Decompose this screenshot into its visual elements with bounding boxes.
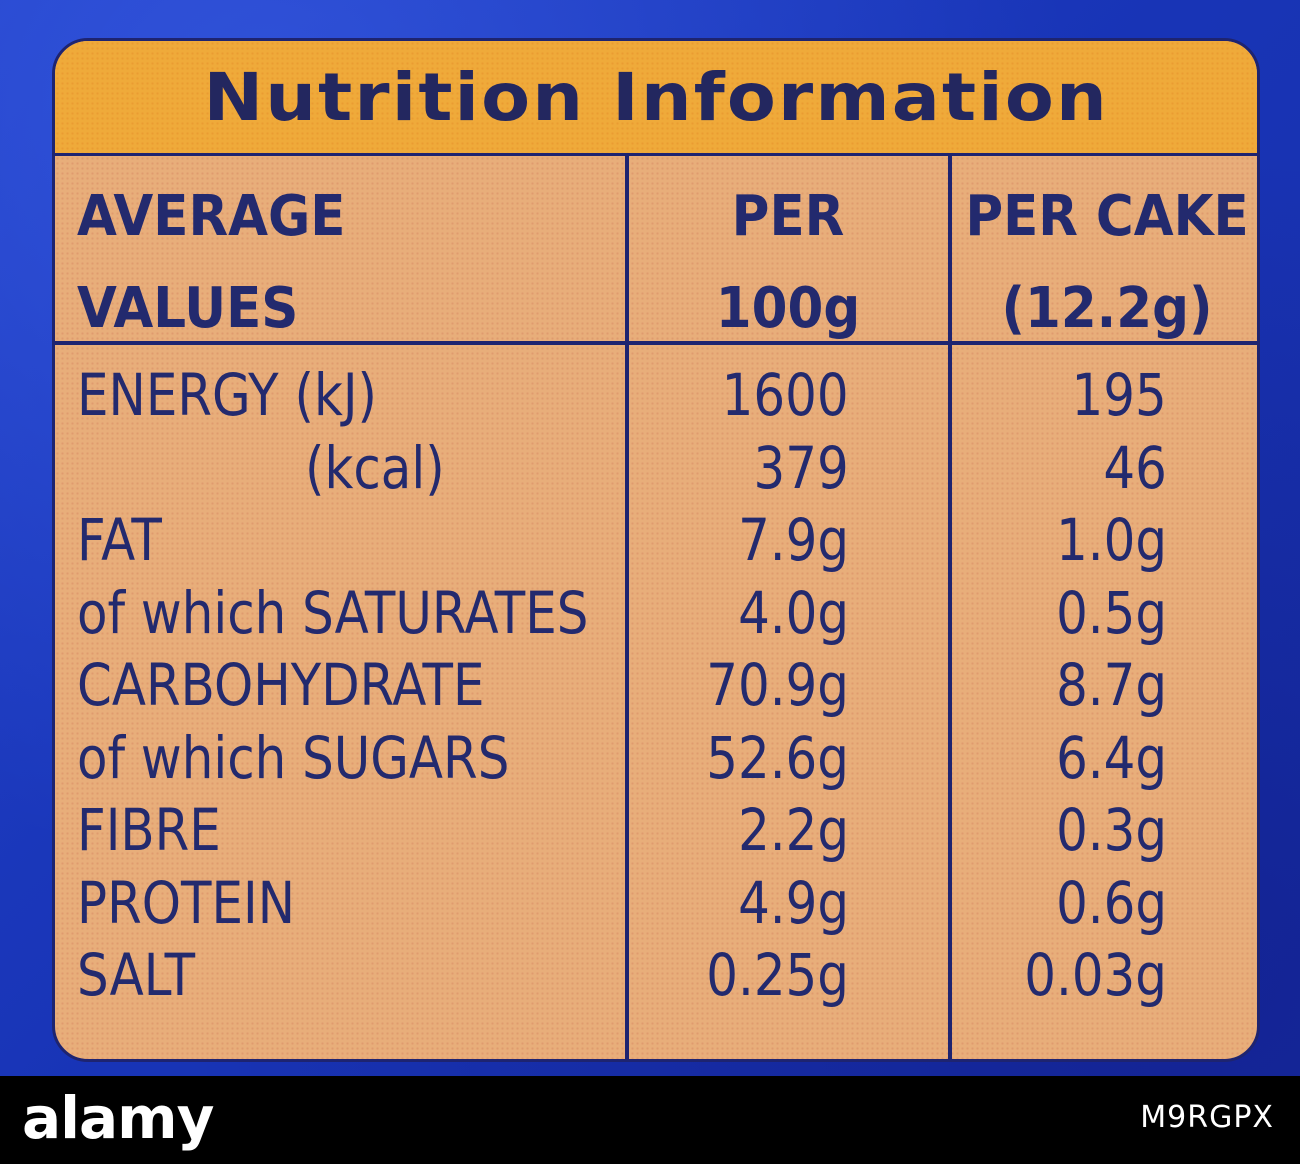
nutrient-rows: ENERGY (kJ) 1600 195 (kcal) 379 46 FAT 7.9g 1.0g… [55,359,1257,1012]
value-per-cake: 0.03g [1024,941,1167,1009]
nutrient-name: PROTEIN [77,868,296,937]
value-per-100g: 4.0g [738,578,849,647]
label-title: Nutrition Information [203,58,1109,136]
nutrient-row: ENERGY (kJ) 1600 195 [55,359,1257,432]
value-per-100g: 379 [753,433,849,502]
header-line: PER CAKE [965,184,1249,249]
nutrient-name: (kcal) [305,433,445,502]
header-average-values: AVERAGE VALUES [77,171,345,355]
nutrient-row: of which SATURATES 4.0g 0.5g [55,577,1257,650]
header-line: AVERAGE [77,184,346,249]
column-divider-1 [625,153,629,1059]
column-divider-2 [948,153,952,1059]
nutrient-name: ENERGY (kJ) [77,361,378,429]
value-per-100g: 7.9g [738,506,849,574]
value-per-cake: 8.7g [1056,651,1167,719]
value-per-cake: 0.3g [1056,796,1167,864]
nutrient-row: CARBOHYDRATE 70.9g 8.7g [55,649,1257,722]
value-per-cake: 6.4g [1056,723,1167,792]
header-line: (12.2g) [1001,276,1213,341]
nutrient-row: of which SUGARS 52.6g 6.4g [55,722,1257,795]
nutrient-name: of which SUGARS [77,723,510,792]
title-bar: Nutrition Information [55,41,1257,156]
nutrient-row: PROTEIN 4.9g 0.6g [55,867,1257,940]
value-per-cake: 46 [1103,433,1167,502]
watermark-logo: alamy [22,1084,214,1152]
nutrient-row: FIBRE 2.2g 0.3g [55,794,1257,867]
nutrition-label: Nutrition Information AVERAGE VALUES PER… [52,38,1260,1062]
value-per-cake: 0.6g [1056,868,1167,937]
watermark-bar: alamy M9RGPX [0,1076,1300,1164]
value-per-100g: 70.9g [706,651,849,719]
header-divider [55,341,1257,345]
nutrient-name: SALT [77,941,196,1009]
header-per-cake: PER CAKE (12.2g) [964,171,1249,355]
nutrient-name: FAT [77,506,162,574]
image-id: M9RGPX [1140,1100,1274,1135]
nutrient-row: FAT 7.9g 1.0g [55,504,1257,577]
value-per-100g: 1600 [722,361,849,429]
nutrient-name: of which SATURATES [77,578,589,647]
value-per-100g: 2.2g [738,796,849,864]
header-line: VALUES [77,276,299,341]
header-line: PER [731,184,845,249]
nutrient-name: CARBOHYDRATE [77,651,485,719]
value-per-100g: 0.25g [706,941,849,1009]
value-per-100g: 52.6g [706,723,849,792]
value-per-cake: 195 [1071,361,1167,429]
nutrient-row: (kcal) 379 46 [55,432,1257,505]
value-per-cake: 0.5g [1056,578,1167,647]
value-per-cake: 1.0g [1056,506,1167,574]
header-per-100g: PER 100g [642,171,935,355]
header-line: 100g [715,276,861,341]
nutrient-row: SALT 0.25g 0.03g [55,939,1257,1012]
value-per-100g: 4.9g [738,868,849,937]
nutrient-name: FIBRE [77,796,221,864]
